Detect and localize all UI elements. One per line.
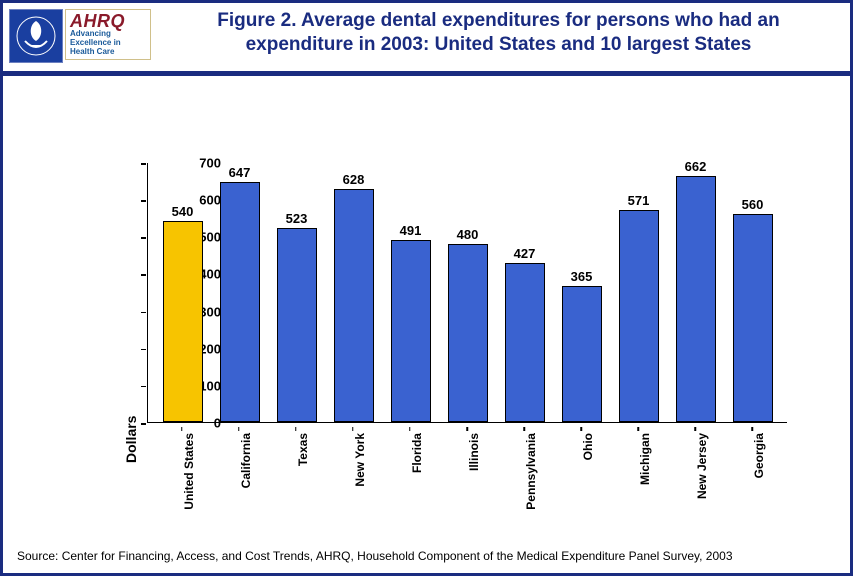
x-tick-label: New York: [353, 433, 367, 487]
x-tick-label: Texas: [296, 433, 310, 466]
x-tick-mark: [238, 427, 240, 431]
header: AHRQ Advancing Excellence in Health Care…: [3, 3, 850, 67]
figure-frame: AHRQ Advancing Excellence in Health Care…: [0, 0, 853, 576]
bar-value-label: 560: [742, 197, 764, 212]
plot: 540 647 523 628 491 480 427 365 571 662 560: [147, 163, 787, 423]
y-tick-mark: [141, 386, 146, 388]
bar: 480: [448, 244, 488, 422]
bar: 647: [220, 182, 260, 422]
bar: 540: [163, 221, 203, 422]
bar-value-label: 662: [685, 159, 707, 174]
x-tick-label: Michigan: [638, 433, 652, 485]
bars-container: 540 647 523 628 491 480 427 365 571 662 560: [148, 163, 787, 422]
bar: 365: [562, 286, 602, 422]
x-tick-mark: [352, 427, 354, 431]
hhs-logo-icon: [9, 9, 63, 63]
bar: 571: [619, 210, 659, 422]
y-axis-label: Dollars: [123, 416, 139, 463]
x-tick-label: New Jersey: [695, 433, 709, 499]
x-labels: United States California Texas New York Flor…: [147, 429, 787, 519]
bar-value-label: 480: [457, 227, 479, 242]
x-tick-mark: [409, 427, 411, 431]
x-tick-mark: [580, 427, 582, 431]
x-tick-mark: [695, 427, 697, 431]
x-tick-mark: [523, 427, 525, 431]
y-tick-mark: [141, 349, 146, 351]
bar-value-label: 628: [343, 172, 365, 187]
bar: 560: [733, 214, 773, 422]
bar-slot: 662: [667, 176, 724, 422]
figure-title: Figure 2. Average dental expenditures fo…: [157, 9, 840, 57]
bar: 427: [505, 263, 545, 422]
bar-slot: 365: [553, 286, 610, 422]
x-tick-label: Pennsylvania: [524, 433, 538, 510]
bar-slot: 571: [610, 210, 667, 422]
bar: 662: [676, 176, 716, 422]
x-label-slot: Illinois: [438, 429, 495, 519]
bar-slot: 523: [268, 228, 325, 422]
ahrq-wordmark: AHRQ: [70, 12, 146, 30]
bar-slot: 540: [154, 221, 211, 422]
bar-slot: 480: [439, 244, 496, 422]
x-label-slot: United States: [153, 429, 210, 519]
bar-slot: 427: [496, 263, 553, 422]
x-tick-label: United States: [182, 433, 196, 510]
bar-value-label: 427: [514, 246, 536, 261]
bar-value-label: 365: [571, 269, 593, 284]
bar-slot: 628: [325, 189, 382, 422]
x-label-slot: Texas: [267, 429, 324, 519]
x-tick-label: California: [239, 433, 253, 488]
chart-area: Dollars 0100200300400500600700 540647523…: [83, 163, 803, 443]
bar-slot: 560: [724, 214, 781, 422]
x-label-slot: New Jersey: [667, 429, 724, 519]
x-label-slot: Michigan: [610, 429, 667, 519]
y-tick-mark: [141, 312, 146, 314]
bar-slot: 647: [211, 182, 268, 422]
x-label-slot: California: [210, 429, 267, 519]
x-label-slot: Florida: [381, 429, 438, 519]
x-tick-label: Georgia: [752, 433, 766, 478]
bar-value-label: 491: [400, 223, 422, 238]
x-tick-mark: [638, 427, 640, 431]
ahrq-tagline-3: Health Care: [70, 48, 146, 57]
x-label-slot: New York: [324, 429, 381, 519]
y-tick-mark: [141, 423, 146, 425]
x-label-slot: Pennsylvania: [496, 429, 553, 519]
x-label-slot: Georgia: [724, 429, 781, 519]
bar-value-label: 647: [229, 165, 251, 180]
y-tick-mark: [141, 274, 146, 276]
x-label-slot: Ohio: [553, 429, 610, 519]
x-tick-label: Florida: [410, 433, 424, 473]
x-tick-mark: [181, 427, 183, 431]
x-tick-mark: [752, 427, 754, 431]
bar: 628: [334, 189, 374, 422]
bar-slot: 491: [382, 240, 439, 422]
ahrq-logo: AHRQ Advancing Excellence in Health Care: [65, 9, 151, 60]
y-tick-mark: [141, 200, 146, 202]
header-rule: [3, 71, 850, 76]
bar: 491: [391, 240, 431, 422]
x-tick-label: Illinois: [467, 433, 481, 471]
x-tick-mark: [295, 427, 297, 431]
bar-value-label: 571: [628, 193, 650, 208]
x-tick-label: Ohio: [581, 433, 595, 460]
bar-value-label: 523: [286, 211, 308, 226]
y-tick-mark: [141, 237, 146, 239]
bar-value-label: 540: [172, 204, 194, 219]
y-tick-mark: [141, 163, 146, 165]
source-note: Source: Center for Financing, Access, an…: [17, 549, 733, 563]
x-tick-mark: [466, 427, 468, 431]
logo-block: AHRQ Advancing Excellence in Health Care: [9, 9, 157, 63]
bar: 523: [277, 228, 317, 422]
